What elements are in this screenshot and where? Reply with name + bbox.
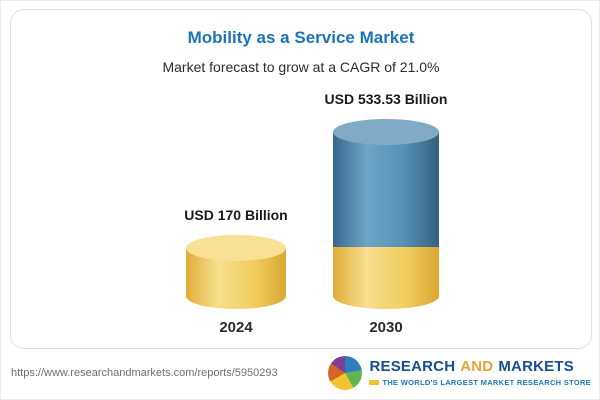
- year-label-2030: 2030: [369, 319, 403, 336]
- chart-title: Mobility as a Service Market: [187, 28, 415, 47]
- bar-group-2024: USD 170 Billion 2024: [161, 207, 311, 336]
- globe-icon: [328, 356, 363, 390]
- footer: https://www.researchandmarkets.com/repor…: [11, 351, 591, 395]
- tagline-dash-icon: [369, 380, 380, 386]
- tagline-text: THE WORLD'S LARGEST MARKET RESEARCH STOR…: [382, 378, 591, 388]
- cylinder-top-2024: [186, 235, 286, 261]
- report-url: https://www.researchandmarkets.com/repor…: [11, 367, 278, 379]
- chart-card: Mobility as a Service Market Market fore…: [10, 9, 592, 349]
- value-label-2024: USD 170 Billion: [184, 207, 288, 223]
- research-and-markets-logo: RESEARCH AND MARKETS THE WORLD'S LARGEST…: [328, 356, 591, 390]
- chart-subtitle: Market forecast to grow at a CAGR of 21.…: [162, 59, 440, 75]
- logo-wordmark: RESEARCH AND MARKETS: [369, 357, 574, 376]
- cylinder-body-2030-growth: [333, 132, 439, 247]
- cylinder-bar-2030: [333, 119, 439, 309]
- logo-word-and: AND: [460, 357, 494, 375]
- logo-text: RESEARCH AND MARKETS THE WORLD'S LARGEST…: [369, 357, 591, 387]
- bar-chart: USD 170 Billion 2024 USD 533.53 Billion …: [11, 91, 591, 336]
- bar-group-2030: USD 533.53 Billion 2030: [311, 91, 461, 336]
- logo-tagline: THE WORLD'S LARGEST MARKET RESEARCH STOR…: [369, 378, 591, 387]
- logo-word-research: RESEARCH: [369, 357, 456, 375]
- year-label-2024: 2024: [219, 319, 253, 336]
- cylinder-top-2030: [333, 119, 439, 145]
- logo-word-markets: MARKETS: [498, 357, 574, 375]
- value-label-2030: USD 533.53 Billion: [324, 91, 448, 107]
- cylinder-bar-2024: [186, 235, 286, 309]
- cylinder-body-2030-base: [333, 247, 439, 309]
